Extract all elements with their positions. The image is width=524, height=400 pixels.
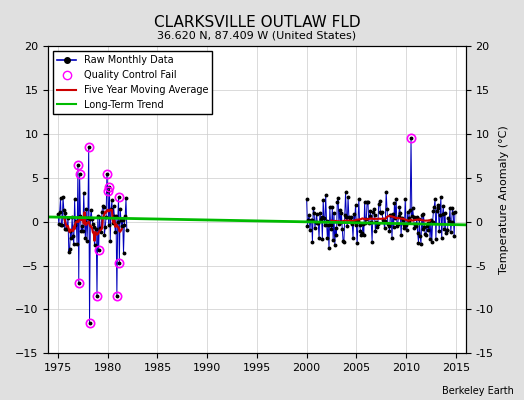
Text: Berkeley Earth: Berkeley Earth [442,386,514,396]
Title: CLARKSVILLE OUTLAW FLD: CLARKSVILLE OUTLAW FLD [154,15,360,30]
Legend: Raw Monthly Data, Quality Control Fail, Five Year Moving Average, Long-Term Tren: Raw Monthly Data, Quality Control Fail, … [53,51,212,114]
Text: 36.620 N, 87.409 W (United States): 36.620 N, 87.409 W (United States) [157,30,356,40]
Y-axis label: Temperature Anomaly (°C): Temperature Anomaly (°C) [499,126,509,274]
